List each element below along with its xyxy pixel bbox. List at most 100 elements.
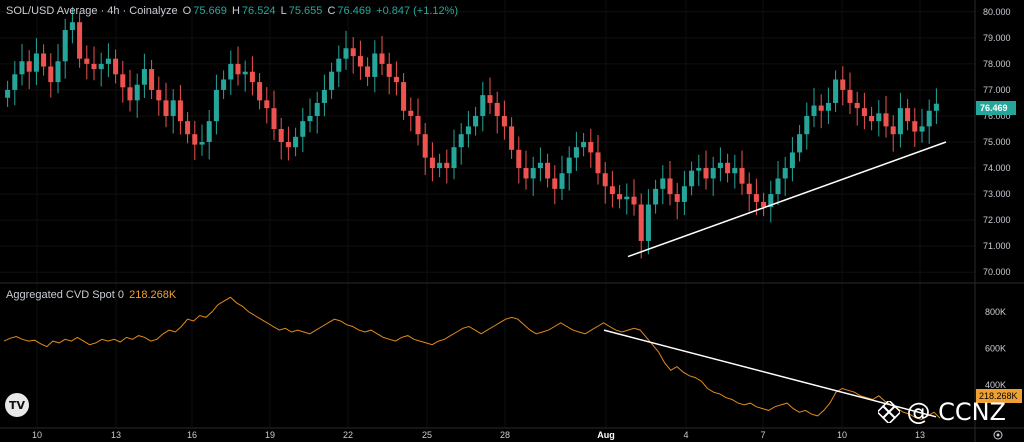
- candle-body: [494, 102, 500, 116]
- candle-body: [199, 142, 205, 145]
- price-tick-label: 79.000: [983, 33, 1011, 43]
- candle-body: [429, 157, 435, 169]
- candle-body: [667, 178, 673, 195]
- candle-body: [825, 102, 831, 111]
- candle-body: [55, 61, 61, 83]
- candle-body: [105, 58, 111, 64]
- candle-body: [149, 69, 155, 90]
- candle-body: [437, 162, 443, 169]
- candle-body: [372, 53, 378, 77]
- cvd-tick-label: 400K: [985, 380, 1006, 390]
- candle-body: [213, 89, 219, 122]
- symbol-title[interactable]: SOL/USD Average · 4h · Coinalyze: [6, 5, 178, 17]
- candle-body: [581, 142, 587, 148]
- candle-body: [127, 87, 133, 101]
- candle-body: [264, 100, 270, 109]
- candle-body: [552, 178, 558, 189]
- chart-header: SOL/USD Average · 4h · Coinalyze O 75.669…: [6, 5, 460, 17]
- candle-body: [739, 168, 745, 184]
- candle-body: [559, 173, 565, 189]
- candle-body: [523, 168, 529, 179]
- candle-body: [811, 105, 817, 116]
- candle-body: [775, 178, 781, 195]
- price-tick-label: 72.000: [983, 215, 1011, 225]
- candle-body: [192, 134, 198, 145]
- candle-body: [177, 100, 183, 122]
- candle-body: [307, 115, 313, 122]
- candle-body: [350, 48, 356, 57]
- candle-body: [120, 74, 126, 88]
- candle-body: [134, 84, 140, 101]
- time-axis-labels: 10 13 16 19 22 25 28 Aug 4 7 10 13: [32, 430, 925, 440]
- candle-body: [573, 147, 579, 158]
- open-label: O: [182, 5, 192, 17]
- candle-body: [588, 142, 594, 153]
- candle-body: [818, 105, 824, 111]
- candle-body: [919, 126, 925, 132]
- cvd-line-series: [3, 296, 941, 421]
- cvd-tick-label: 600K: [985, 343, 1006, 353]
- time-tick-label: 7: [760, 430, 765, 440]
- indicator-title[interactable]: Aggregated CVD Spot 0: [6, 289, 125, 301]
- candle-body: [789, 152, 795, 169]
- candle-body: [753, 194, 759, 202]
- candle-body: [242, 71, 248, 75]
- candle-body: [415, 115, 421, 135]
- candle-body: [912, 121, 918, 132]
- candle-body: [170, 100, 176, 116]
- candle-body: [631, 196, 637, 205]
- candle-body: [689, 170, 695, 187]
- open-value: 75.669: [193, 5, 227, 17]
- last-cvd-label: 218.268K: [979, 391, 1018, 401]
- candle-body: [487, 95, 493, 103]
- candle-body: [609, 186, 615, 195]
- candle-body: [681, 186, 687, 202]
- cvd-trendline[interactable]: [603, 329, 937, 418]
- candle-body: [19, 61, 25, 75]
- candle-body: [761, 201, 767, 208]
- candle-body: [235, 63, 241, 75]
- candle-body: [473, 115, 479, 127]
- tv-logo-text: TV: [8, 398, 26, 412]
- candle-body: [379, 53, 385, 64]
- candle-body: [595, 152, 601, 174]
- candle-body: [163, 100, 169, 116]
- candle-body: [905, 108, 911, 122]
- candle-body: [710, 168, 716, 179]
- last-price-label: 76.469: [980, 103, 1008, 113]
- candle-body: [386, 63, 392, 77]
- candle-body: [465, 126, 471, 135]
- candle-body: [393, 76, 399, 83]
- watermark-text: @ CCNZ: [906, 398, 1006, 426]
- last-price-tag: 76.469: [976, 101, 1016, 115]
- candle-body: [933, 103, 939, 111]
- change-value: +0.847 (+1.12%): [376, 5, 459, 17]
- candle-body: [833, 79, 839, 103]
- low-label: L: [280, 5, 287, 17]
- candle-body: [77, 22, 83, 59]
- high-label: H: [231, 5, 240, 17]
- time-tick-label: 19: [265, 430, 275, 440]
- candle-body: [890, 126, 896, 135]
- candle-body: [645, 204, 651, 241]
- candle-body: [602, 173, 608, 187]
- candle-body: [660, 178, 666, 189]
- close-label: C: [327, 5, 336, 17]
- candle-body: [861, 108, 867, 116]
- price-tick-label: 70.000: [983, 267, 1011, 277]
- candle-body: [530, 168, 536, 179]
- time-tick-label: 22: [343, 430, 353, 440]
- candle-body: [451, 147, 457, 169]
- candle-body: [285, 142, 291, 148]
- price-trendline[interactable]: [627, 141, 947, 258]
- candle-body: [746, 183, 752, 195]
- candle-body: [653, 188, 659, 205]
- settings-icon[interactable]: [993, 430, 1003, 440]
- tradingview-logo-icon[interactable]: TV: [5, 393, 29, 417]
- candle-body: [804, 115, 810, 135]
- price-tick-label: 78.000: [983, 59, 1011, 69]
- candle-body: [926, 110, 932, 127]
- time-tick-label: 28: [500, 430, 510, 440]
- indicator-value: 218.268K: [129, 289, 177, 301]
